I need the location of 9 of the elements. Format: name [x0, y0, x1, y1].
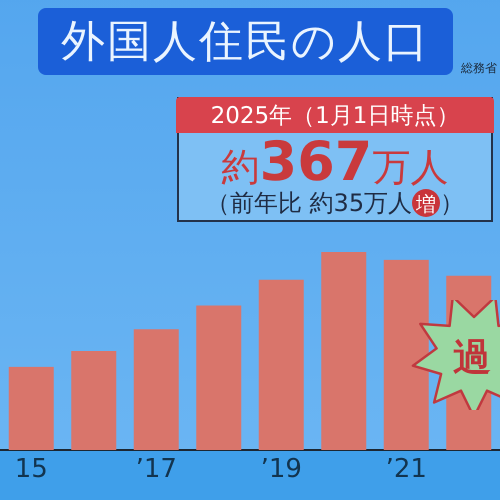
x-tick-label: ’19	[260, 454, 302, 484]
x-tick-label: ’17	[136, 454, 177, 484]
text: 総務省	[461, 60, 497, 77]
text: （前年比 約35万人増）	[206, 189, 464, 217]
chart-title: 外国人住民の人口	[61, 15, 430, 69]
x-tick-label: 15	[14, 454, 48, 484]
annotation: 過	[453, 334, 491, 381]
text: 2025年（1月1日時点）	[210, 102, 460, 130]
x-tick-label: ’21	[386, 454, 427, 484]
